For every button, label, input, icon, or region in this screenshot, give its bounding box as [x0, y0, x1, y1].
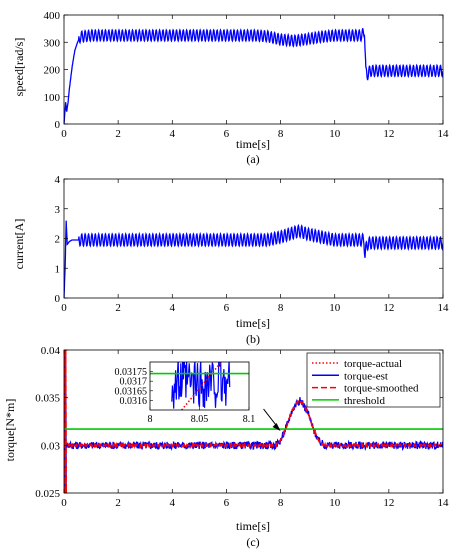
annotation-arrow-line: [263, 408, 278, 428]
torque-xlabel: time[s]: [236, 519, 270, 533]
inset-y-tick-label: 0.0317: [120, 377, 148, 388]
axes-frame: [63, 349, 444, 494]
x-tick-label: 2: [115, 128, 121, 140]
legend-box: [306, 352, 441, 408]
torque-ylabel: torque[N*m]: [3, 399, 17, 462]
speed-caption: (a): [246, 152, 259, 166]
inset-x-tick-label: 8.05: [191, 414, 209, 425]
y-tick-label: 4: [55, 174, 61, 186]
annotation-arrow-head: [272, 423, 281, 432]
inset-y-tick-label: 0.0316: [120, 396, 148, 407]
inset-torque-est-line: [171, 362, 231, 409]
y-tick-label: 400: [44, 10, 61, 22]
series-group: [64, 27, 443, 124]
legend-label-torque-smoothed: torque-smoothed: [344, 383, 419, 395]
y-tick-label: 1: [55, 263, 61, 275]
inset-series: [150, 362, 249, 410]
x-tick-label: 4: [170, 302, 176, 314]
x-tick-label: 8: [278, 302, 284, 314]
speed-plot-area: 0 2 4 6 8 10 12 14 0 100 200 300 400: [44, 10, 450, 140]
speed-chart: 0 2 4 6 8 10 12 14 0 100 200 300 400 time[s] speed[r…: [12, 10, 449, 166]
x-tick-label: 2: [115, 497, 121, 509]
y-tick-label: 0.025: [35, 488, 60, 500]
torque-est-line: [64, 350, 443, 493]
inset-x-tick-label: 8: [148, 414, 153, 425]
x-tick-label: 0: [61, 497, 67, 509]
series-group: [64, 350, 443, 493]
y-tick-label: 0: [55, 293, 61, 305]
y-tick-label: 100: [44, 92, 61, 104]
current-ylabel: current[A]: [12, 219, 26, 270]
x-tick-label: 6: [224, 128, 230, 140]
x-tick-label: 12: [383, 497, 394, 509]
x-tick-label: 14: [438, 497, 450, 509]
torque-legend: torque-actualtorque-esttorque-smoothedth…: [306, 352, 441, 408]
x-tick-label: 0: [61, 302, 67, 314]
legend-label-threshold: threshold: [344, 395, 385, 407]
inset-x-tick-label: 8.1: [243, 414, 256, 425]
legend-label-torque-actual: torque-actual: [344, 358, 402, 370]
y-tick-label: 3: [55, 204, 61, 216]
x-tick-label: 12: [383, 128, 394, 140]
x-tick-label: 12: [383, 302, 394, 314]
y-tick-label: 2: [55, 234, 61, 246]
data-line: [64, 220, 443, 298]
y-tick-label: 0.04: [41, 345, 61, 357]
x-tick-label: 6: [224, 497, 230, 509]
x-tick-label: 14: [438, 302, 450, 314]
y-tick-label: 200: [44, 65, 61, 77]
y-tick-label: 0.03: [41, 440, 61, 452]
x-tick-label: 6: [224, 302, 230, 314]
x-tick-label: 8: [278, 128, 284, 140]
x-tick-label: 10: [329, 497, 341, 509]
x-tick-label: 4: [170, 497, 176, 509]
series-group: [64, 220, 443, 298]
inset-y-tick-label: 0.03175: [115, 367, 148, 378]
x-tick-label: 10: [329, 302, 341, 314]
y-tick-label: 0.035: [35, 393, 60, 405]
torque-chart: 0 2 4 6 8 10 12 14 0.025 0.03 0.035 0.04 time[s] to…: [3, 345, 450, 549]
y-tick-label: 0: [55, 119, 61, 131]
x-tick-label: 0: [61, 128, 67, 140]
x-tick-label: 10: [329, 128, 341, 140]
current-xlabel: time[s]: [236, 316, 270, 330]
speed-xlabel: time[s]: [236, 137, 270, 151]
torque-plot-area: 0 2 4 6 8 10 12 14 0.025 0.03 0.035 0.04: [35, 345, 450, 509]
torque-caption: (c): [246, 535, 259, 549]
x-tick-label: 8: [278, 497, 284, 509]
legend-label-torque-est: torque-est: [344, 370, 388, 382]
x-tick-label: 2: [115, 302, 121, 314]
current-caption: (b): [246, 332, 260, 346]
inset-y-tick-label: 0.03165: [115, 386, 148, 397]
x-tick-label: 14: [438, 128, 450, 140]
speed-ylabel: speed[rad/s]: [12, 38, 26, 97]
y-tick-label: 300: [44, 37, 61, 49]
x-tick-label: 4: [170, 128, 176, 140]
data-line: [64, 27, 443, 124]
